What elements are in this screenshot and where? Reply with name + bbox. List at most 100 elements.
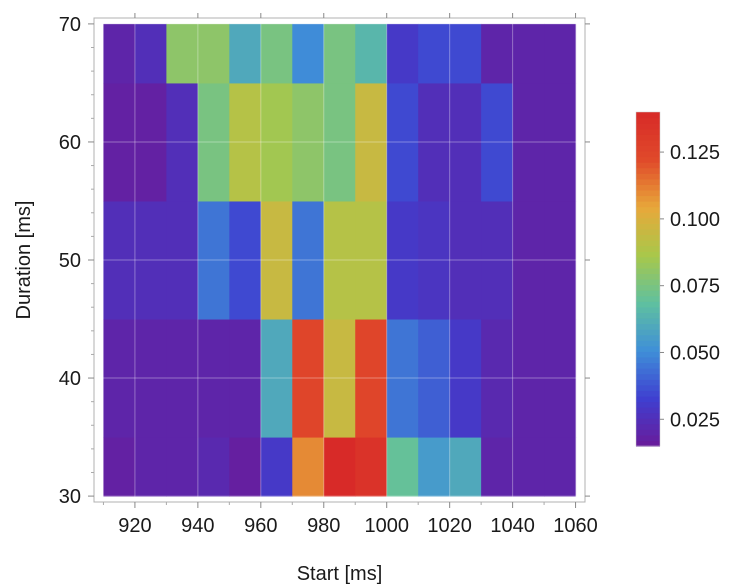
y-axis-ticks: 30 40 50 60 70 <box>59 14 590 508</box>
heatmap-cell <box>512 437 545 497</box>
colorbar-tick-label: 0.125 <box>670 142 720 164</box>
x-tick-label: 960 <box>244 515 277 537</box>
colorbar-swatch <box>636 189 660 197</box>
colorbar-swatch <box>636 390 660 397</box>
heatmap-cell <box>481 82 514 202</box>
heatmap-cell <box>481 200 514 320</box>
colorbar-swatch <box>636 290 660 297</box>
colorbar-swatch <box>636 340 660 347</box>
colorbar-swatch <box>636 162 660 169</box>
heatmap-cell <box>134 200 167 320</box>
heatmap-cell <box>323 23 356 84</box>
heatmap-cell <box>355 82 388 202</box>
colorbar-swatch <box>636 228 660 236</box>
colorbar-swatch <box>636 240 660 247</box>
colorbar-swatch <box>636 401 660 408</box>
heatmap-cell <box>418 437 451 497</box>
colorbar-swatch <box>636 112 660 119</box>
heatmap-cell <box>229 437 262 497</box>
heatmap-cell <box>166 200 199 320</box>
heatmap-cell <box>449 200 482 320</box>
colorbar-swatch <box>636 279 660 286</box>
y-tick-label: 60 <box>59 132 81 154</box>
colorbar-swatch <box>636 139 660 146</box>
y-tick-label: 30 <box>59 486 81 508</box>
heatmap-cell <box>418 200 451 320</box>
colorbar-swatch <box>636 167 660 174</box>
colorbar-swatch <box>636 317 660 325</box>
heatmap-cell <box>449 437 482 497</box>
colorbar-swatch <box>636 195 660 202</box>
heatmap-cell <box>229 200 262 320</box>
colorbar-swatch <box>636 178 660 185</box>
heatmap-cell <box>260 200 293 320</box>
heatmap-cell <box>260 82 293 202</box>
heatmap-cell <box>481 23 514 84</box>
heatmap-cell <box>197 200 230 320</box>
colorbar-swatch <box>636 395 660 403</box>
heatmap-cell <box>449 82 482 202</box>
heatmap-cell <box>323 437 356 497</box>
x-axis-ticks: 920 940 960 980 1000 1020 1040 1060 <box>102 13 598 537</box>
colorbar-swatch <box>636 128 660 135</box>
x-tick-label: 1020 <box>427 515 472 537</box>
colorbar-swatch <box>636 123 660 130</box>
colorbar-swatch <box>636 173 660 180</box>
y-tick-label: 40 <box>59 368 81 390</box>
heatmap-cell <box>386 23 419 84</box>
colorbar-swatch <box>636 384 660 391</box>
colorbar-swatch <box>636 284 660 291</box>
heatmap-cell <box>134 82 167 202</box>
colorbar-swatch <box>636 251 660 258</box>
colorbar-swatch <box>636 423 660 430</box>
heatmap-cell <box>323 319 356 438</box>
colorbar-swatch <box>636 234 660 241</box>
colorbar-swatch <box>636 117 660 124</box>
colorbar-swatch <box>636 379 660 386</box>
colorbar-tick-label: 0.100 <box>670 209 720 231</box>
heatmap-cell <box>166 437 199 497</box>
heatmap-cell <box>418 82 451 202</box>
y-axis-label: Duration [ms] <box>13 201 35 320</box>
heatmap-cell <box>166 319 199 438</box>
heatmap-cells <box>103 23 577 497</box>
heatmap-cell <box>292 23 325 84</box>
heatmap-cell <box>512 319 545 438</box>
heatmap-cell <box>134 23 167 84</box>
colorbar-swatch <box>636 262 660 269</box>
heatmap-cell <box>355 437 388 497</box>
heatmap-cell <box>103 23 136 84</box>
heatmap-cell <box>229 23 262 84</box>
heatmap-cell <box>229 82 262 202</box>
heatmap-cell <box>292 319 325 438</box>
heatmap-cell <box>512 200 545 320</box>
heatmap-cell <box>512 23 545 84</box>
colorbar-swatch <box>636 301 660 308</box>
heatmap-cell <box>481 437 514 497</box>
heatmap-cell <box>544 200 577 320</box>
heatmap-cell <box>544 82 577 202</box>
colorbar-swatch <box>636 434 660 442</box>
heatmap-cell <box>292 200 325 320</box>
colorbar-swatch <box>636 145 660 152</box>
heatmap-cell <box>355 319 388 438</box>
heatmap-cell <box>418 23 451 84</box>
heatmap-cell <box>386 82 419 202</box>
heatmap-cell <box>386 200 419 320</box>
heatmap-cell <box>197 82 230 202</box>
colorbar-swatch <box>636 334 660 341</box>
colorbar-swatch <box>636 223 660 230</box>
y-tick-label: 70 <box>59 14 81 36</box>
heatmap-cell <box>292 437 325 497</box>
heatmap-cell <box>229 319 262 438</box>
colorbar-swatch <box>636 329 660 336</box>
colorbar-swatch <box>636 323 660 330</box>
heatmap-cell <box>197 23 230 84</box>
colorbar-swatch <box>636 345 660 352</box>
heatmap-cell <box>103 437 136 497</box>
heatmap-cell <box>323 200 356 320</box>
heatmap-cell <box>260 23 293 84</box>
colorbar-tick-label: 0.050 <box>670 342 720 364</box>
heatmap-cell <box>323 82 356 202</box>
